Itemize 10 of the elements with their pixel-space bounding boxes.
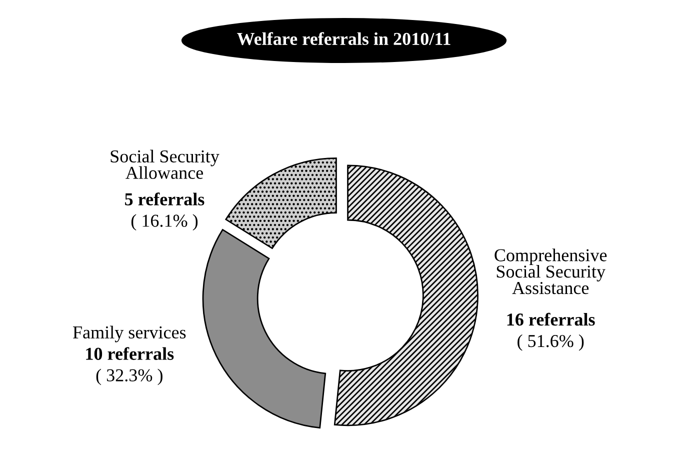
text: ( 16.1% ) [131, 214, 198, 231]
slice-label: Comprehensive Social Security Assistance [494, 248, 607, 294]
chart-title: Welfare referrals in 2010/11 [237, 32, 450, 46]
slice-label: Family services [73, 326, 186, 342]
data-label: 10 referrals [86, 347, 174, 360]
slice-label: Social Security Allowance [110, 150, 220, 179]
data-label: 16 referrals [507, 312, 595, 326]
text: ( 51.6% ) [518, 334, 584, 351]
text: ( 32.3% ) [96, 368, 162, 386]
data-label: 5 referrals [125, 192, 204, 206]
